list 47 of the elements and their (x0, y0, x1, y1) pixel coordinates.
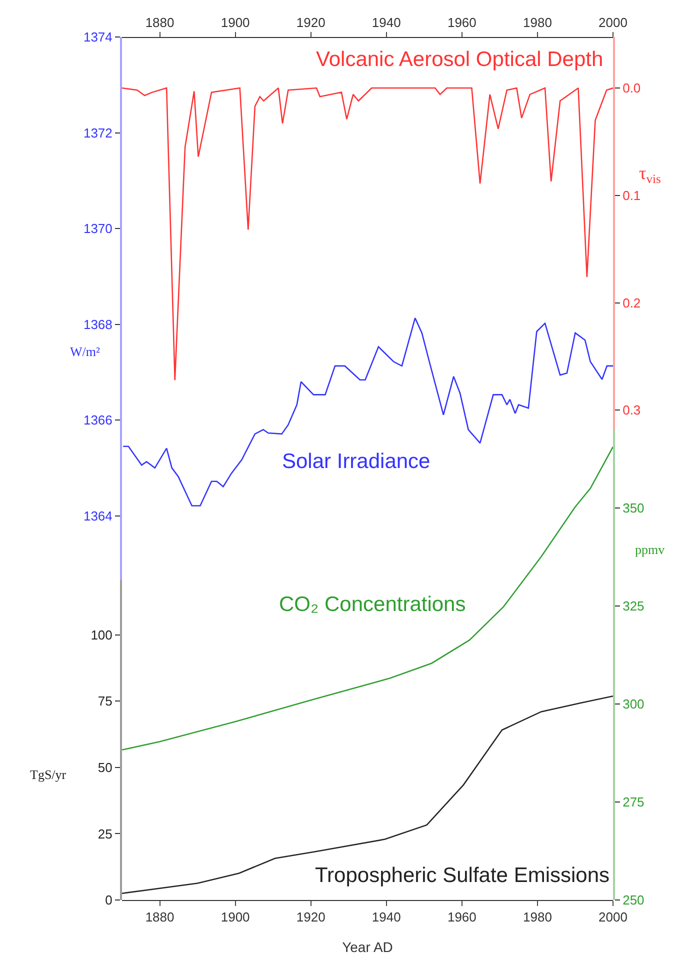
y-axis-title: W/m² (70, 344, 100, 359)
y-tick-label: 1368 (83, 316, 112, 332)
x-tick-label: 1940 (372, 910, 401, 925)
y-tick-label: 1370 (83, 221, 112, 236)
y-tick-label: 1374 (83, 30, 112, 45)
series-label: Volcanic Aerosol Optical Depth (316, 48, 604, 71)
x-tick-label: 1900 (220, 910, 250, 925)
line-series (122, 446, 613, 751)
y-tick-label: 75 (98, 694, 112, 709)
y2-tick-label: 250 (622, 892, 644, 908)
y2-tick-label: 0.2 (622, 295, 641, 310)
series-label: CO₂ Concentrations (279, 593, 466, 616)
x-tick-label: 1880 (145, 910, 174, 925)
y-tick-label: 1366 (83, 412, 112, 428)
series-label: Tropospheric Sulfate Emissions (315, 864, 610, 887)
y2-tick-label: 350 (622, 500, 644, 516)
y2-axis-title: ppmv (635, 542, 666, 557)
x-tick-label: 2000 (598, 14, 628, 30)
line-series (122, 317, 613, 506)
x-tick-label: 1960 (447, 14, 476, 30)
y2-tick-label: 300 (622, 696, 644, 712)
x-tick-label: 1940 (372, 14, 401, 30)
x-tick-label: 1960 (447, 910, 476, 925)
y-tick-label: 100 (90, 627, 112, 642)
y2-axis-title: τ$_{vis}$ (639, 163, 662, 186)
y-tick-label: 1372 (83, 125, 112, 140)
y2-tick-label: 0.3 (622, 402, 641, 418)
x-tick-label: 1980 (523, 14, 552, 30)
y-tick-label: 1364 (83, 508, 112, 524)
x-tick-label: 1980 (523, 910, 552, 925)
y2-tick-label: 0.0 (622, 80, 641, 96)
y-tick-label: 50 (98, 760, 112, 775)
x-tick-label: 1900 (220, 14, 250, 30)
x-tick-label: 1880 (145, 14, 174, 30)
y-tick-label: 0 (105, 892, 112, 908)
y-axis-title: TgS/yr (30, 767, 67, 782)
x-tick-label: 1920 (296, 14, 326, 30)
y2-tick-label: 325 (622, 598, 644, 614)
x-tick-label: 2000 (598, 910, 628, 925)
y2-tick-label: 275 (622, 794, 644, 810)
y2-tick-label: 0.1 (622, 188, 641, 203)
x-axis-title: Year AD (342, 938, 393, 955)
x-tick-label: 1920 (296, 910, 326, 925)
series-label: Solar Irradiance (282, 450, 430, 473)
line-series (122, 695, 613, 894)
y-tick-label: 25 (98, 826, 112, 842)
line-series (122, 87, 613, 381)
